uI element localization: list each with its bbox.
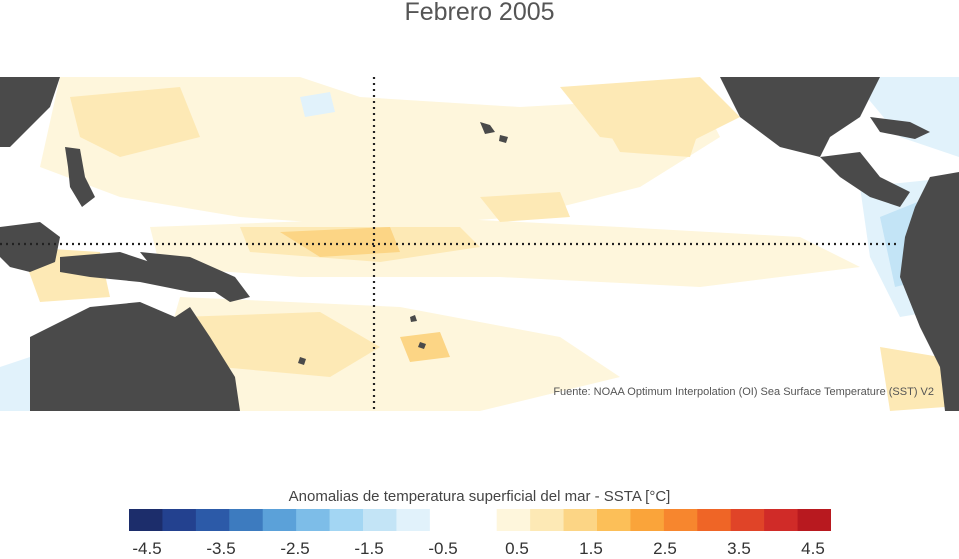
colorbar-swatch [162,509,197,531]
colorbar-tick-label: -4.5 [132,539,162,558]
land-masses [0,77,959,411]
colorbar-swatch [597,509,631,531]
new-guinea-landmass [140,252,250,302]
map-title: Febrero 2005 [404,0,555,26]
data-source-note: Fuente: NOAA Optimum Interpolation (OI) … [553,386,934,398]
colorbar-swatch [730,509,765,531]
south-america-landmass [900,172,959,411]
colorbar-swatch [296,509,331,531]
asia-landmass [0,77,60,147]
colorbar-swatch [229,509,264,531]
colorbar-swatch [697,509,732,531]
colorbar-swatch [496,509,531,531]
colorbar-swatch [363,509,397,531]
colorbar-swatch [396,509,431,531]
borneo-sumatra-landmass [0,222,60,272]
colorbar-swatch [630,509,665,531]
colorbar-tick-label: 4.5 [801,539,825,558]
hawaii-islands [480,122,508,143]
pacific-islands [298,315,426,365]
philippines-landmass [65,147,95,207]
colorbar-swatch [764,509,799,531]
colorbar-swatch [797,509,831,531]
colorbar-swatch [195,509,230,531]
colorbar-title: Anomalias de temperatura superficial del… [288,488,671,505]
colorbar-swatch [563,509,598,531]
colorbar [129,509,831,531]
colorbar-swatch [329,509,364,531]
north-america-landmass [720,77,880,157]
ssta-map [0,77,959,411]
colorbar-tick-label: 1.5 [579,539,603,558]
colorbar-swatch [129,509,163,531]
colorbar-swatch [663,509,698,531]
colorbar-tick-label: -2.5 [280,539,310,558]
colorbar-tick-label: -3.5 [206,539,236,558]
colorbar-swatch [262,509,297,531]
central-america-landmass [820,152,910,207]
colorbar-tick-label: -1.5 [354,539,384,558]
australia-landmass [30,302,240,411]
colorbar-swatch [429,509,464,531]
colorbar-tick-label: 0.5 [505,539,529,558]
colorbar-swatch [463,509,498,531]
colorbar-tick-label: 3.5 [727,539,751,558]
colorbar-swatch [530,509,565,531]
caribbean-islands [870,117,930,139]
colorbar-tick-label: -0.5 [428,539,458,558]
colorbar-tick-label: 2.5 [653,539,677,558]
indonesia-islands [60,252,240,292]
